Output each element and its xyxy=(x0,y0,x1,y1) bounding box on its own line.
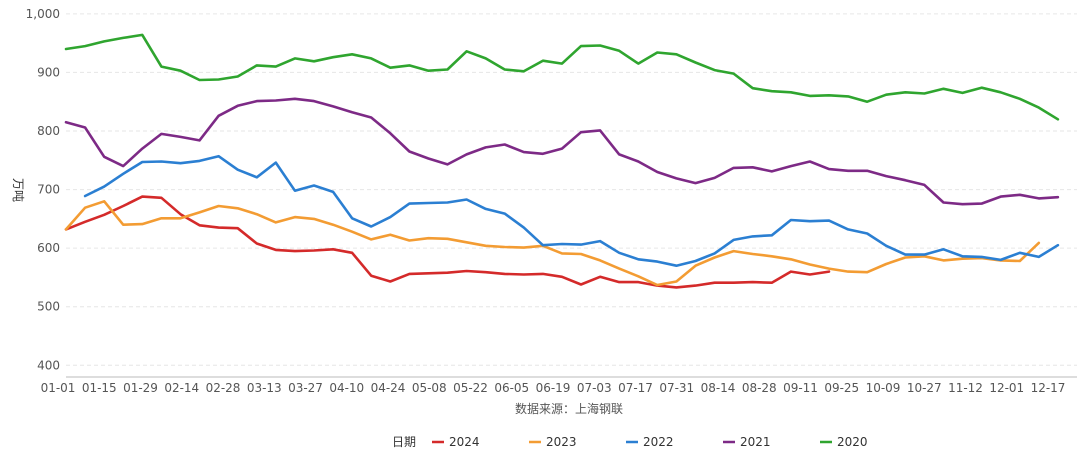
series-line-2024 xyxy=(64,195,831,289)
legend-label-2023: 2023 xyxy=(546,435,577,449)
y-tick-label: 800 xyxy=(37,124,60,138)
x-tick-label: 10-27 xyxy=(907,381,942,395)
y-tick-label: 500 xyxy=(37,300,60,314)
x-tick-label: 01-29 xyxy=(123,381,158,395)
series-layer xyxy=(64,33,1060,289)
x-tick-label: 05-08 xyxy=(412,381,447,395)
series-line-2023 xyxy=(64,200,1041,287)
y-tick-label: 1,000 xyxy=(26,7,60,21)
x-tick-label: 07-03 xyxy=(577,381,612,395)
legend-label-2021: 2021 xyxy=(740,435,771,449)
y-tick-labels: 400 500 600 700 800 900 1,000 xyxy=(26,7,60,372)
x-tick-label: 12-17 xyxy=(1031,381,1066,395)
y-tick-label: 900 xyxy=(37,65,60,79)
x-tick-label: 05-22 xyxy=(453,381,488,395)
y-axis-label: 万吨 xyxy=(11,178,25,202)
legend-label-2020: 2020 xyxy=(837,435,868,449)
legend-label-2024: 2024 xyxy=(449,435,480,449)
x-tick-label: 08-14 xyxy=(701,381,736,395)
x-tick-label: 03-27 xyxy=(288,381,323,395)
x-tick-label: 02-14 xyxy=(164,381,199,395)
x-tick-label: 09-11 xyxy=(783,381,818,395)
x-tick-label: 07-31 xyxy=(659,381,694,395)
legend: 日期 2024 2023 2022 2021 2020 xyxy=(392,435,868,449)
x-tick-label: 06-05 xyxy=(494,381,529,395)
x-tick-label: 01-15 xyxy=(82,381,117,395)
x-tick-label: 07-17 xyxy=(618,381,653,395)
x-tick-label: 10-09 xyxy=(866,381,901,395)
x-tick-label: 06-19 xyxy=(536,381,571,395)
x-tick-label: 02-28 xyxy=(206,381,241,395)
x-tick-label: 01-01 xyxy=(41,381,76,395)
series-line-2021 xyxy=(64,97,1060,206)
x-tick-label: 12-01 xyxy=(989,381,1024,395)
x-axis-label: 数据来源：上海钢联 xyxy=(515,401,623,416)
x-tick-label: 04-24 xyxy=(371,381,406,395)
x-tick-labels: 01-01 01-15 01-29 02-14 02-28 03-13 03-27 04-10… xyxy=(41,381,1066,395)
x-tick-label: 11-12 xyxy=(948,381,983,395)
x-tick-label: 08-28 xyxy=(742,381,777,395)
x-tick-label: 04-10 xyxy=(329,381,364,395)
legend-title: 日期 xyxy=(392,435,416,449)
x-tick-label: 03-13 xyxy=(247,381,282,395)
gridlines xyxy=(66,13,1077,366)
y-tick-label: 700 xyxy=(37,183,60,197)
legend-label-2022: 2022 xyxy=(643,435,674,449)
y-tick-label: 600 xyxy=(37,241,60,255)
x-tick-label: 09-25 xyxy=(824,381,859,395)
y-tick-label: 400 xyxy=(37,358,60,372)
legend-items: 2024 2023 2022 2021 2020 xyxy=(432,435,868,449)
series-line-2020 xyxy=(64,33,1060,121)
series-line-2022 xyxy=(83,154,1060,267)
